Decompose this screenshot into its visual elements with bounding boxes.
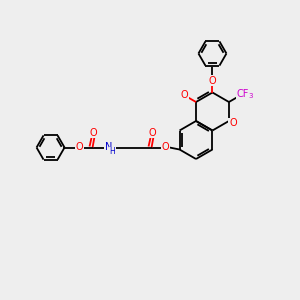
Text: O: O bbox=[180, 90, 188, 100]
Text: O: O bbox=[90, 128, 98, 137]
Text: O: O bbox=[162, 142, 170, 152]
Text: H: H bbox=[110, 147, 116, 156]
Text: CF: CF bbox=[237, 89, 249, 99]
Text: O: O bbox=[76, 142, 83, 152]
Text: O: O bbox=[230, 118, 237, 128]
Text: N: N bbox=[105, 142, 112, 152]
Text: 3: 3 bbox=[248, 93, 253, 99]
Text: O: O bbox=[149, 128, 156, 137]
Text: O: O bbox=[208, 76, 216, 85]
